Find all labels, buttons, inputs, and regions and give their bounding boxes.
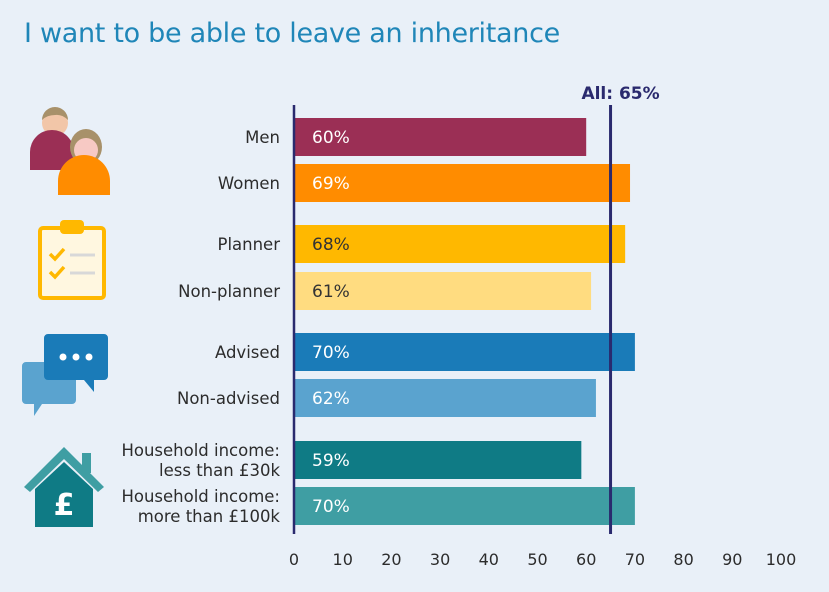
bar <box>294 164 631 202</box>
bar <box>294 118 587 156</box>
category-label: Household income: more than £100k <box>121 487 280 526</box>
x-tick-label: 60 <box>576 550 596 569</box>
x-tick-label: 20 <box>381 550 401 569</box>
bar-value-label: 70% <box>312 343 350 363</box>
bar <box>294 441 582 479</box>
bar <box>294 272 592 310</box>
reference-line-label: All: 65% <box>581 84 659 104</box>
category-label: Advised <box>215 343 280 362</box>
category-label: Planner <box>218 235 281 254</box>
x-tick-label: 90 <box>722 550 742 569</box>
x-tick-label: 80 <box>673 550 693 569</box>
category-label: Household income: less than £30k <box>121 441 280 480</box>
bar-value-label: 70% <box>312 497 350 517</box>
x-tick-label: 10 <box>333 550 353 569</box>
x-tick-label: 30 <box>430 550 450 569</box>
category-label: Men <box>245 128 280 147</box>
bar-value-label: 68% <box>312 235 350 255</box>
clipboard-checklist-icon <box>38 220 106 300</box>
category-label: Non-planner <box>178 282 280 301</box>
svg-text:£: £ <box>54 488 75 523</box>
bar <box>294 333 635 371</box>
bar-value-label: 62% <box>312 389 350 409</box>
x-tick-label: 100 <box>766 550 797 569</box>
bar <box>294 379 596 417</box>
category-label: Non-advised <box>177 389 280 408</box>
x-tick-label: 40 <box>479 550 499 569</box>
house-pound-icon: £ <box>24 447 104 527</box>
bar-value-label: 69% <box>312 174 350 194</box>
bar-value-label: 60% <box>312 128 350 148</box>
bar-value-label: 61% <box>312 282 350 302</box>
bar <box>294 487 635 525</box>
category-label: Women <box>218 174 280 193</box>
bar-value-label: 59% <box>312 451 350 471</box>
chart-title: I want to be able to leave an inheritanc… <box>24 18 560 49</box>
people-icon <box>30 107 110 195</box>
x-tick-label: 70 <box>625 550 645 569</box>
bar <box>294 225 626 263</box>
speech-bubbles-icon <box>22 334 108 416</box>
x-tick-label: 50 <box>527 550 547 569</box>
x-tick-label: 0 <box>289 550 299 569</box>
